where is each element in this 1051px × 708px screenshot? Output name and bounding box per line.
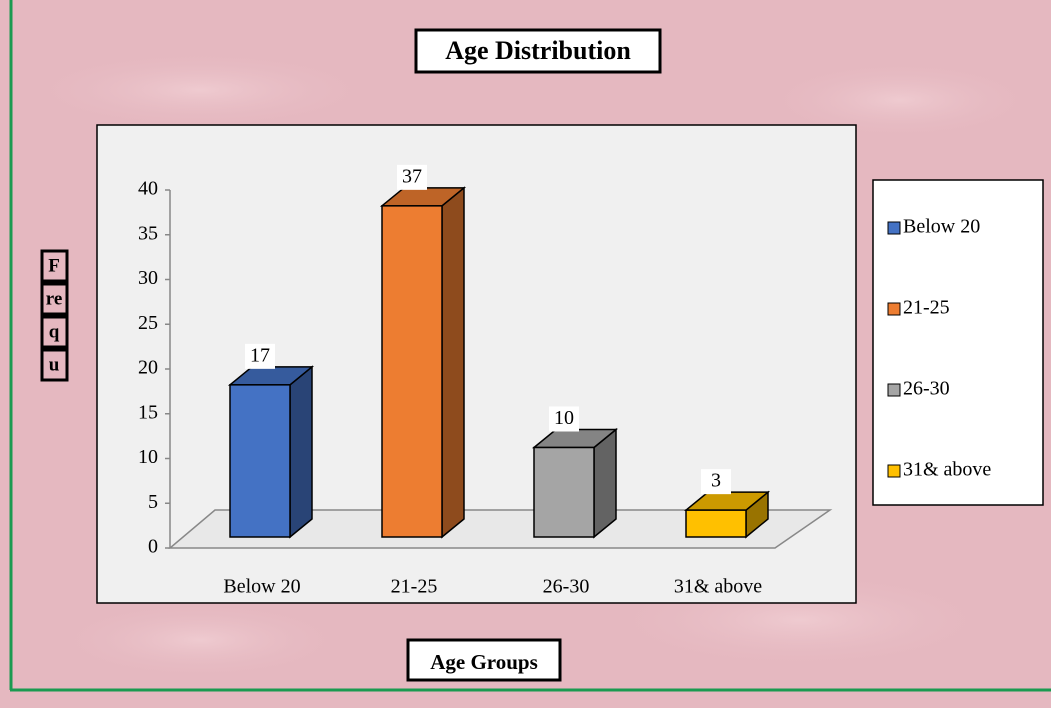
legend-swatch bbox=[887, 383, 901, 397]
data-label: 17 bbox=[250, 344, 270, 366]
y-tick-label: 35 bbox=[138, 222, 158, 244]
data-label: 10 bbox=[554, 407, 574, 429]
legend-label: Below 20 bbox=[903, 216, 980, 238]
y-tick-label: 5 bbox=[148, 491, 158, 513]
y-axis-label: F bbox=[48, 255, 60, 276]
bar bbox=[381, 205, 443, 538]
y-tick-label: 40 bbox=[138, 178, 158, 200]
y-tick-label: 20 bbox=[138, 357, 158, 379]
title-box bbox=[414, 28, 662, 74]
legend-label: 26-30 bbox=[903, 378, 950, 400]
y-label-box bbox=[40, 348, 69, 382]
floor bbox=[167, 509, 833, 549]
legend-swatch bbox=[887, 464, 901, 478]
chart-title: Age Distribution bbox=[445, 36, 631, 65]
x-tick-label: 21-25 bbox=[391, 576, 438, 598]
bar-side bbox=[289, 365, 313, 539]
y-tick-label: 15 bbox=[138, 401, 158, 423]
legend-swatch bbox=[887, 302, 901, 316]
texture bbox=[50, 600, 350, 680]
y-axis-label: u bbox=[49, 354, 60, 375]
x-axis-label: Age Groups bbox=[430, 650, 538, 674]
legend-label: 31& above bbox=[903, 459, 991, 481]
bar bbox=[229, 384, 291, 538]
y-axis-label: re bbox=[46, 288, 63, 309]
bar-side bbox=[441, 186, 465, 539]
x-tick-label: 26-30 bbox=[543, 576, 590, 598]
data-label: 3 bbox=[711, 470, 721, 492]
x-label-box bbox=[406, 638, 562, 682]
bar bbox=[685, 509, 747, 538]
y-tick-label: 0 bbox=[148, 536, 158, 558]
legend-swatch bbox=[887, 221, 901, 235]
legend-label: 21-25 bbox=[903, 297, 950, 319]
data-label-box bbox=[701, 469, 731, 495]
y-tick-label: 25 bbox=[138, 312, 158, 334]
bar bbox=[533, 446, 595, 538]
data-label-box bbox=[549, 406, 579, 432]
y-axis-label: q bbox=[49, 321, 60, 342]
data-label-box bbox=[397, 164, 427, 190]
data-label: 37 bbox=[402, 165, 422, 187]
x-tick-label: 31& above bbox=[674, 576, 762, 598]
texture bbox=[20, 50, 380, 130]
legend-box bbox=[872, 179, 1044, 506]
y-label-box bbox=[40, 249, 69, 283]
texture bbox=[760, 60, 1040, 140]
y-tick-label: 30 bbox=[138, 267, 158, 289]
data-label-box bbox=[245, 343, 275, 369]
y-label-box bbox=[40, 282, 69, 316]
y-tick-label: 10 bbox=[138, 446, 158, 468]
x-tick-label: Below 20 bbox=[223, 576, 300, 598]
y-label-box bbox=[40, 315, 69, 349]
